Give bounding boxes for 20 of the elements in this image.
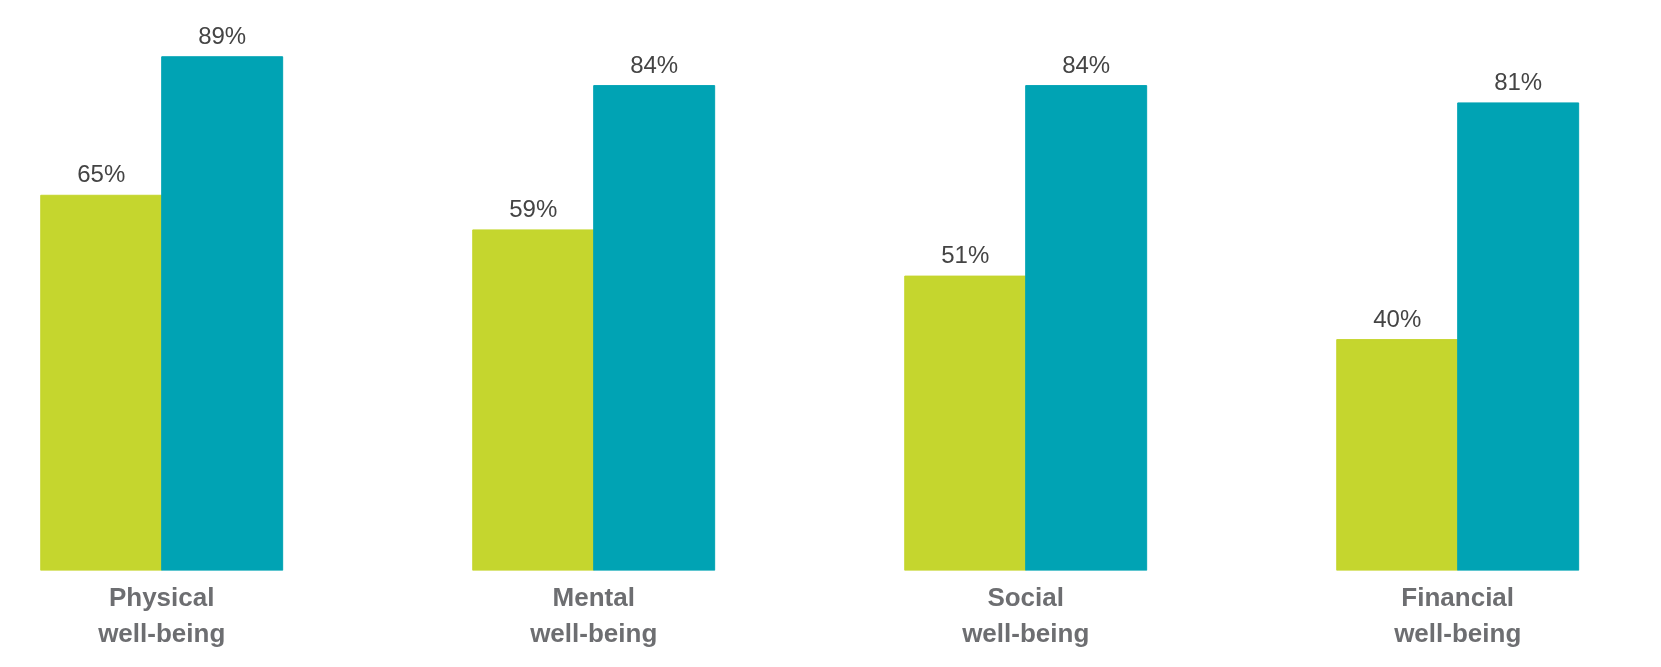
data-label: 81% xyxy=(1494,67,1543,95)
bar xyxy=(472,229,595,571)
bar xyxy=(40,194,163,571)
data-label: 84% xyxy=(630,50,679,78)
bar xyxy=(593,85,716,571)
bar xyxy=(161,56,284,571)
data-label: 65% xyxy=(77,160,126,188)
data-label: 51% xyxy=(941,241,990,269)
bar xyxy=(1336,339,1459,571)
x-tick-label: Mental well-being xyxy=(529,581,658,648)
data-label: 59% xyxy=(509,194,558,222)
bar xyxy=(904,275,1027,571)
data-label: 84% xyxy=(1062,50,1111,78)
data-label: 89% xyxy=(198,21,247,49)
bar xyxy=(1025,85,1148,571)
x-tick-label: Physical well-being xyxy=(97,581,226,648)
bar xyxy=(1457,102,1580,571)
x-tick-label: Social well-being xyxy=(961,581,1090,648)
x-tick-label: Financial well-being xyxy=(1393,581,1522,648)
data-label: 40% xyxy=(1373,304,1422,332)
